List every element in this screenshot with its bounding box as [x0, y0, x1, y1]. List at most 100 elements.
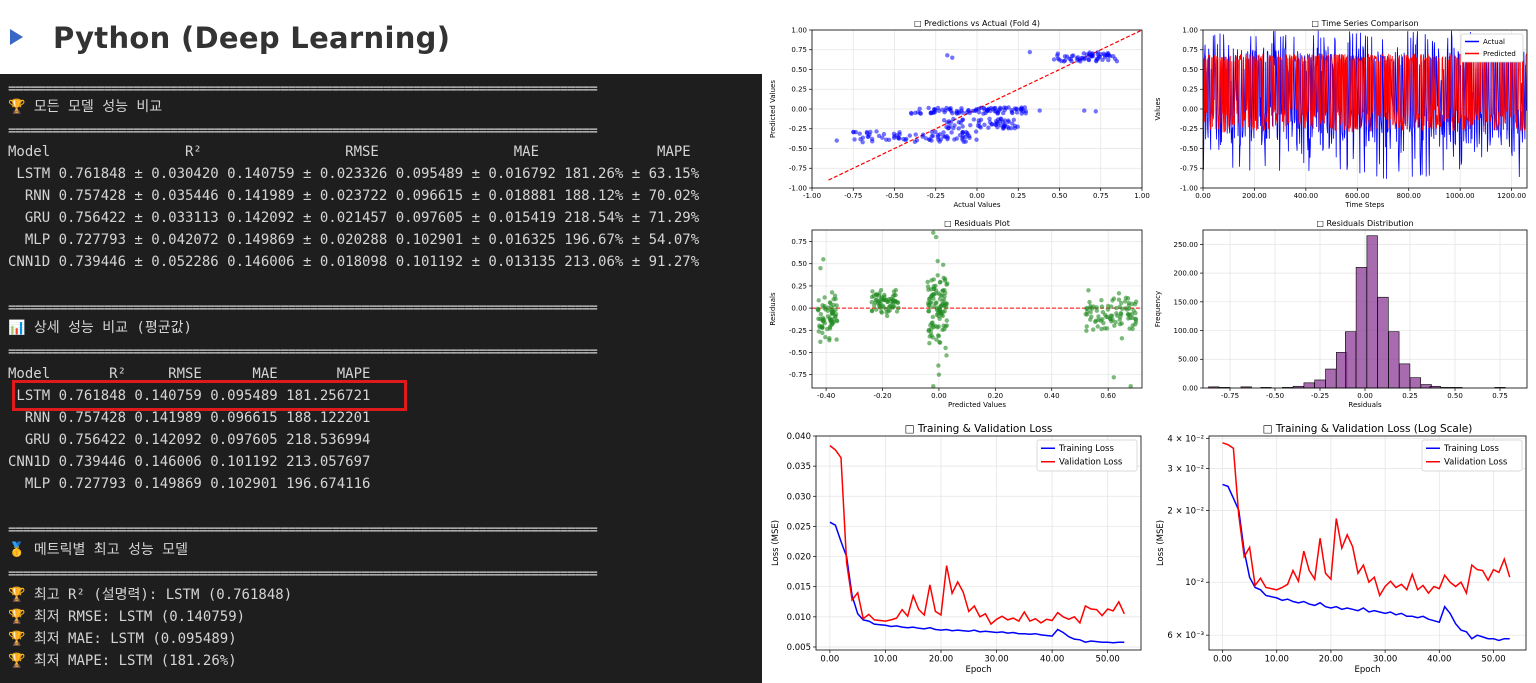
residual-point	[1129, 311, 1135, 317]
scatter-point	[960, 130, 965, 135]
y-tick-label: 0.50	[1182, 66, 1198, 74]
scatter-point	[913, 132, 918, 137]
loss-line-training	[829, 521, 1125, 644]
scatter-point	[987, 116, 992, 122]
residual-point	[926, 308, 931, 314]
residual-point	[1105, 314, 1111, 320]
y-tick-label: 0.030	[787, 492, 811, 502]
x-tick-label: 200.00	[1242, 192, 1267, 200]
residual-point	[930, 335, 935, 340]
scatter-point	[1082, 108, 1087, 113]
residual-point	[1130, 301, 1135, 307]
x-tick-label: 20.00	[929, 655, 953, 665]
scatter-point	[857, 131, 862, 136]
y-tick-label: 100.00	[1174, 327, 1199, 335]
y-tick-label: 3 × 10⁻²	[1167, 464, 1204, 474]
residual-point	[1119, 336, 1125, 341]
x-tick-label: 10.00	[1265, 655, 1289, 665]
x-tick-label: 0.25	[1402, 392, 1418, 400]
x-tick-label: -0.50	[1266, 392, 1284, 400]
plot-frame	[811, 29, 1143, 189]
perfect-fit-line	[828, 29, 1143, 181]
x-tick-label: 40.00	[1040, 655, 1064, 665]
scatter-point	[860, 135, 866, 140]
chart-residuals-dist: -0.75 -0.50 -0.25 0.00 0.25 0.50 0.75 0.00 50.00…	[1151, 214, 1536, 414]
scatter-point	[960, 117, 966, 122]
residual-point	[834, 337, 839, 342]
residual-point	[931, 230, 936, 235]
scatter-point	[1055, 51, 1061, 56]
scatter-point	[975, 123, 981, 128]
residual-point	[884, 313, 890, 319]
chart-loss-log: 0.00 10.00 20.00 30.00 40.00 50.00 6 × 10⁻³ 10⁻…	[1151, 414, 1536, 683]
scatter-point	[884, 137, 889, 142]
residual-point	[821, 257, 826, 262]
scatter-point	[941, 117, 947, 123]
best-mae-line: 🏆 최저 MAE: LSTM (0.095489)	[8, 631, 237, 647]
plot-frame	[1202, 29, 1528, 189]
chart-title: □ Training & Validation Loss	[905, 423, 1053, 435]
scatter-point	[929, 110, 934, 116]
scatter-point	[881, 131, 887, 137]
slide-title-text: Python (Deep Learning)	[53, 21, 451, 55]
y-axis-label: Values	[1154, 97, 1162, 120]
scatter-point	[1006, 119, 1011, 124]
residual-point	[928, 322, 933, 328]
residual-point	[873, 297, 879, 303]
y-tick-label: 0.00	[1182, 105, 1198, 113]
y-tick-label: 0.035	[787, 462, 811, 472]
scatter-point	[1078, 59, 1083, 64]
scatter-point	[853, 130, 859, 135]
scatter-point	[947, 107, 952, 112]
residual-point	[881, 305, 886, 310]
y-tick-label: 0.75	[791, 238, 807, 246]
residual-point	[820, 317, 826, 322]
scatter-point	[945, 135, 951, 140]
table1-row-lstm: LSTM 0.761848 ± 0.030420 0.140759 ± 0.02…	[8, 166, 700, 182]
residual-point	[870, 289, 875, 294]
scatter-point	[935, 105, 941, 111]
residual-point	[892, 292, 897, 298]
residual-point	[1088, 309, 1093, 315]
scatter-point	[1064, 54, 1070, 59]
residual-point	[1127, 326, 1132, 331]
scatter-point	[1106, 57, 1111, 63]
residual-point	[935, 325, 940, 330]
residual-point	[931, 284, 937, 289]
scatter-point	[901, 136, 906, 142]
y-tick-label: 0.75	[1182, 46, 1198, 54]
x-tick-label: 600.00	[1345, 192, 1370, 200]
residual-point	[936, 333, 941, 338]
residual-point	[1100, 309, 1106, 315]
scatter-point	[1021, 109, 1026, 114]
x-tick-label: 10.00	[873, 655, 897, 665]
residual-point	[926, 328, 931, 334]
residual-point	[1098, 318, 1104, 323]
residual-point	[933, 234, 939, 240]
residual-point	[869, 308, 875, 313]
residual-point	[1102, 326, 1107, 331]
scatter-point	[1086, 57, 1091, 62]
residual-point	[1113, 319, 1118, 325]
scatter-point	[951, 116, 956, 122]
residual-point	[871, 293, 876, 299]
residual-point	[940, 262, 946, 267]
residual-point	[940, 327, 945, 333]
residual-point	[944, 282, 949, 287]
scatter-point	[961, 139, 966, 144]
residual-point	[831, 316, 836, 322]
residual-point	[925, 279, 930, 285]
y-tick-label: -0.75	[1180, 165, 1198, 173]
plot-frame	[815, 435, 1142, 651]
scatter-point	[1010, 110, 1015, 116]
residual-point	[1122, 299, 1128, 304]
residual-point	[935, 258, 940, 264]
residual-point	[822, 295, 827, 300]
table2-row-cnn1d: CNN1D 0.739446 0.146006 0.101192 213.057…	[8, 454, 371, 470]
scatter-point	[933, 129, 938, 135]
scatter-point	[978, 117, 984, 123]
scatter-point	[951, 126, 956, 131]
scatter-point	[959, 108, 964, 113]
y-tick-label: -1.00	[789, 184, 807, 192]
x-tick-label: 0.60	[1100, 392, 1116, 400]
